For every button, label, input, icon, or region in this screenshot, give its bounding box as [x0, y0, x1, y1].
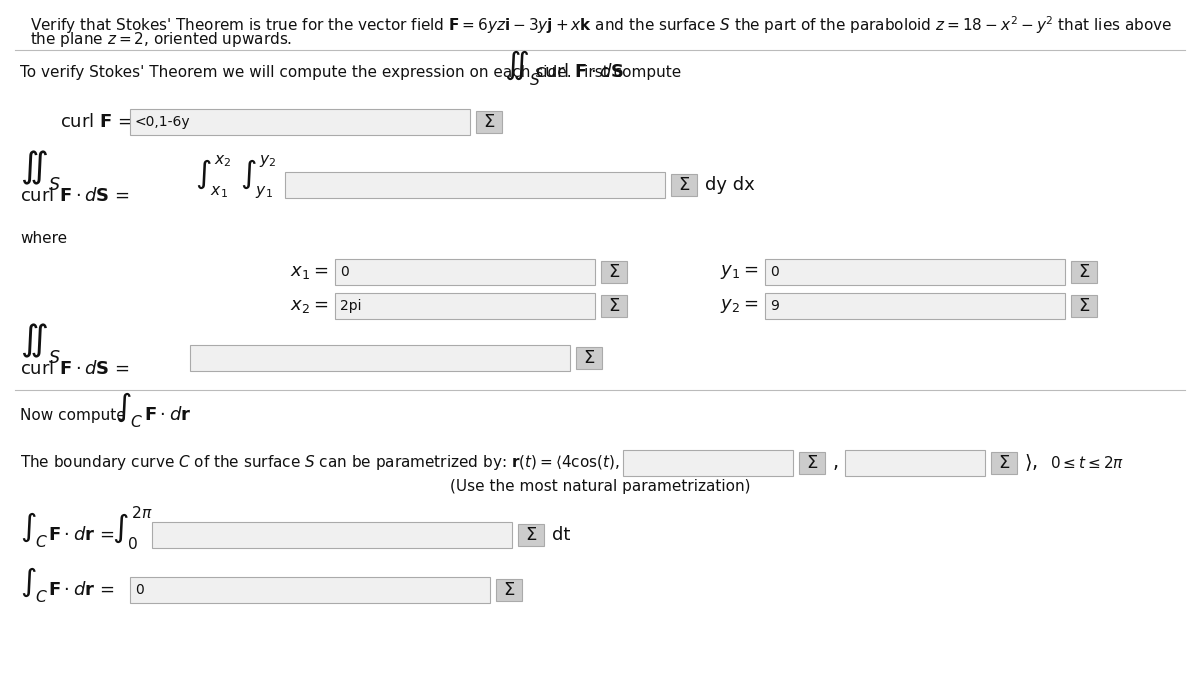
FancyBboxPatch shape: [1072, 261, 1097, 283]
Text: To verify Stokes' Theorem we will compute the expression on each side. First com: To verify Stokes' Theorem we will comput…: [20, 65, 682, 80]
FancyBboxPatch shape: [130, 109, 470, 135]
FancyBboxPatch shape: [496, 579, 522, 601]
FancyBboxPatch shape: [601, 261, 628, 283]
Text: $\iint_S$: $\iint_S$: [20, 322, 61, 366]
Text: $x_2 =$: $x_2 =$: [290, 297, 329, 315]
FancyBboxPatch shape: [152, 522, 512, 548]
FancyBboxPatch shape: [766, 293, 1066, 319]
Text: $0 \leq t \leq 2\pi$: $0 \leq t \leq 2\pi$: [1050, 455, 1124, 471]
Text: $\int_0^{2\pi}$: $\int_0^{2\pi}$: [112, 504, 152, 552]
Text: curl $\mathbf{F} \cdot d\mathbf{S}$ =: curl $\mathbf{F} \cdot d\mathbf{S}$ =: [20, 187, 130, 205]
Text: $\mathbf{F} \cdot d\mathbf{r}$ =: $\mathbf{F} \cdot d\mathbf{r}$ =: [48, 581, 114, 599]
Text: the plane $z = 2$, oriented upwards.: the plane $z = 2$, oriented upwards.: [30, 30, 293, 49]
FancyBboxPatch shape: [991, 452, 1018, 474]
Text: $\iint_S$: $\iint_S$: [504, 48, 540, 88]
Text: $\mathbf{F} \cdot d\mathbf{r}$: $\mathbf{F} \cdot d\mathbf{r}$: [144, 406, 191, 424]
Text: curl $\mathbf{F} \cdot d\mathbf{S}$ =: curl $\mathbf{F} \cdot d\mathbf{S}$ =: [20, 360, 130, 378]
Text: dy dx: dy dx: [706, 176, 755, 194]
Text: ,: ,: [833, 453, 839, 473]
Text: 9: 9: [770, 299, 779, 313]
Text: $\Sigma$: $\Sigma$: [608, 263, 620, 281]
Text: $\Sigma$: $\Sigma$: [608, 297, 620, 315]
Text: Verify that Stokes' Theorem is true for the vector field $\mathbf{F} = 6yz\mathb: Verify that Stokes' Theorem is true for …: [30, 14, 1172, 35]
Text: 0: 0: [134, 583, 144, 597]
Text: $y_1 =$: $y_1 =$: [720, 263, 758, 281]
FancyBboxPatch shape: [623, 450, 793, 476]
FancyBboxPatch shape: [476, 111, 502, 133]
Text: $x_1 =$: $x_1 =$: [290, 263, 329, 281]
FancyBboxPatch shape: [335, 293, 595, 319]
FancyBboxPatch shape: [190, 345, 570, 371]
FancyBboxPatch shape: [799, 452, 826, 474]
FancyBboxPatch shape: [335, 259, 595, 285]
Text: dt: dt: [552, 526, 570, 544]
Text: $\Sigma$: $\Sigma$: [482, 113, 496, 131]
Text: 2pi: 2pi: [340, 299, 361, 313]
Text: $\int_C$: $\int_C$: [20, 565, 49, 605]
Text: (Use the most natural parametrization): (Use the most natural parametrization): [450, 480, 750, 495]
FancyBboxPatch shape: [576, 347, 602, 369]
Text: 0: 0: [770, 265, 779, 279]
FancyBboxPatch shape: [518, 524, 544, 546]
Text: $\mathbf{F} \cdot d\mathbf{r}$ =: $\mathbf{F} \cdot d\mathbf{r}$ =: [48, 526, 114, 544]
Text: $\Sigma$: $\Sigma$: [806, 454, 818, 472]
Text: $\int_{y_1}^{y_2}$: $\int_{y_1}^{y_2}$: [240, 153, 276, 201]
Text: $\int_{x_1}^{x_2}$: $\int_{x_1}^{x_2}$: [194, 153, 232, 201]
FancyBboxPatch shape: [601, 295, 628, 317]
Text: $\rangle$,: $\rangle$,: [1024, 452, 1038, 473]
Text: 0: 0: [340, 265, 349, 279]
Text: $\Sigma$: $\Sigma$: [583, 349, 595, 367]
FancyBboxPatch shape: [845, 450, 985, 476]
Text: curl $\mathbf{F} \cdot d\mathbf{S}$: curl $\mathbf{F} \cdot d\mathbf{S}$: [535, 63, 624, 81]
Text: $\int_C$: $\int_C$: [20, 510, 49, 550]
Text: curl $\mathbf{F}$ =: curl $\mathbf{F}$ =: [60, 113, 132, 131]
FancyBboxPatch shape: [286, 172, 665, 198]
Text: where: where: [20, 230, 67, 246]
Text: $\Sigma$: $\Sigma$: [998, 454, 1010, 472]
Text: Now compute: Now compute: [20, 407, 126, 423]
Text: $\Sigma$: $\Sigma$: [524, 526, 538, 544]
Text: $y_2 =$: $y_2 =$: [720, 297, 758, 315]
Text: $\Sigma$: $\Sigma$: [1078, 297, 1090, 315]
Text: The boundary curve $C$ of the surface $S$ can be parametrized by: $\mathbf{r}(t): The boundary curve $C$ of the surface $S…: [20, 453, 619, 473]
Text: $\iint_S$: $\iint_S$: [20, 149, 61, 194]
Text: $\Sigma$: $\Sigma$: [678, 176, 690, 194]
Text: $\Sigma$: $\Sigma$: [503, 581, 515, 599]
FancyBboxPatch shape: [671, 174, 697, 196]
Text: <0,1-6y: <0,1-6y: [134, 115, 191, 129]
Text: $\int_C$: $\int_C$: [115, 390, 144, 430]
FancyBboxPatch shape: [130, 577, 490, 603]
FancyBboxPatch shape: [766, 259, 1066, 285]
FancyBboxPatch shape: [1072, 295, 1097, 317]
Text: $\Sigma$: $\Sigma$: [1078, 263, 1090, 281]
